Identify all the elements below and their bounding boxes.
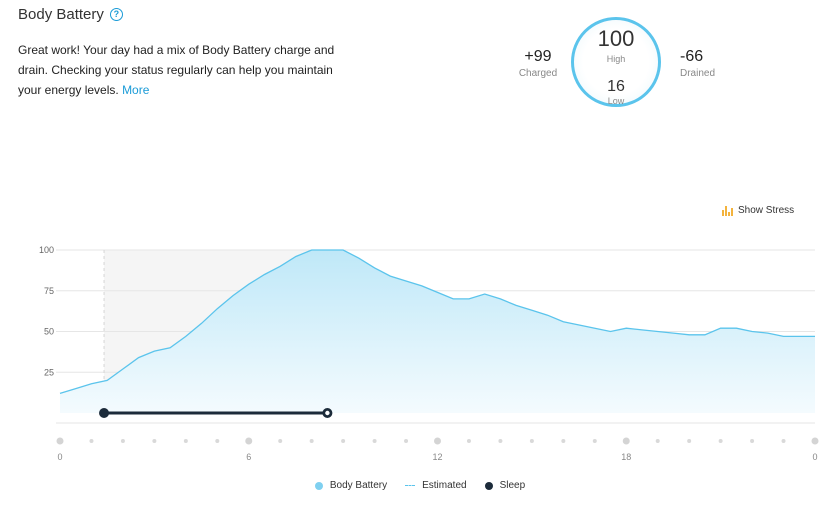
x-axis-dot — [309, 439, 314, 443]
x-axis-dot — [183, 439, 188, 443]
charged-label: Charged — [518, 68, 558, 79]
drained-stat: -66 Drained — [670, 48, 730, 79]
drained-label: Drained — [680, 68, 716, 79]
y-tick-label: 75 — [44, 286, 54, 296]
legend-label-estimated: Estimated — [422, 480, 467, 491]
low-value: 16 — [607, 78, 625, 95]
help-icon[interactable]: ? — [109, 8, 123, 21]
x-axis-dot — [655, 439, 660, 443]
body-battery-chart: 25 50 75 100 0 6 12 18 0 — [39, 245, 819, 462]
charged-stat: +99 Charged — [508, 48, 568, 79]
body-battery-line — [59, 249, 815, 395]
x-axis-dot — [498, 439, 503, 443]
x-axis-dot — [152, 439, 157, 443]
x-tick-label: 6 — [246, 452, 251, 462]
x-axis-dot — [529, 439, 534, 443]
legend-item-body-battery: Body Battery — [314, 480, 388, 491]
x-axis-dot — [592, 439, 597, 443]
wake-icon-center — [325, 410, 330, 416]
show-stress-toggle[interactable]: Show Stress — [722, 205, 794, 216]
summary-text: Great work! Your day had a mix of Body B… — [18, 40, 348, 100]
x-axis-dot — [466, 439, 471, 443]
charged-value: +99 — [524, 48, 552, 65]
x-tick-label: 18 — [621, 452, 631, 462]
x-axis-dot — [434, 437, 441, 445]
body-battery-area — [60, 250, 815, 413]
x-axis-dot — [781, 439, 786, 443]
y-tick-label: 100 — [39, 245, 54, 255]
high-label: High — [606, 54, 626, 64]
x-axis-dot — [341, 439, 346, 443]
x-axis-dot — [372, 439, 377, 443]
x-tick-label: 0 — [57, 452, 62, 462]
body-battery-gauge: 100 High 16 Low — [571, 17, 661, 107]
x-axis-dot — [561, 439, 566, 443]
low-label: Low — [607, 96, 625, 106]
estimated-swatch — [405, 485, 416, 486]
header: Body Battery ? — [18, 6, 123, 23]
x-axis-dot — [245, 437, 253, 445]
sleep-swatch — [484, 481, 493, 490]
show-stress-label: Show Stress — [738, 205, 795, 216]
x-axis-dot — [687, 439, 692, 443]
stress-bars-icon — [722, 205, 733, 216]
legend-item-estimated: Estimated — [405, 480, 467, 491]
high-value: 100 — [597, 26, 635, 51]
legend-label-body-battery: Body Battery — [329, 480, 388, 491]
x-axis-dot — [718, 439, 723, 443]
page-title: Body Battery — [18, 6, 104, 23]
x-axis-dot — [215, 439, 220, 443]
x-tick-label: 12 — [432, 452, 442, 462]
more-link[interactable]: More — [122, 83, 150, 97]
x-tick-label: 0 — [812, 452, 817, 462]
x-axis-dot — [622, 437, 630, 445]
x-axis-dot — [120, 439, 125, 443]
x-axis-dot — [56, 437, 64, 445]
summary-body: Great work! Your day had a mix of Body B… — [18, 43, 335, 97]
x-axis-dot — [811, 437, 819, 445]
chart-legend: Body Battery Estimated Sleep — [0, 480, 840, 491]
y-tick-label: 25 — [44, 367, 54, 377]
x-axis-dot — [278, 439, 283, 443]
y-tick-label: 50 — [44, 327, 54, 337]
x-axis-dot — [750, 439, 755, 443]
drained-value: -66 — [680, 48, 704, 65]
x-axis-dot — [404, 439, 409, 443]
legend-item-sleep: Sleep — [484, 480, 526, 491]
x-axis-dot — [89, 439, 94, 443]
legend-label-sleep: Sleep — [499, 480, 526, 491]
sleep-start-icon — [99, 408, 110, 418]
body-battery-swatch — [314, 481, 323, 490]
